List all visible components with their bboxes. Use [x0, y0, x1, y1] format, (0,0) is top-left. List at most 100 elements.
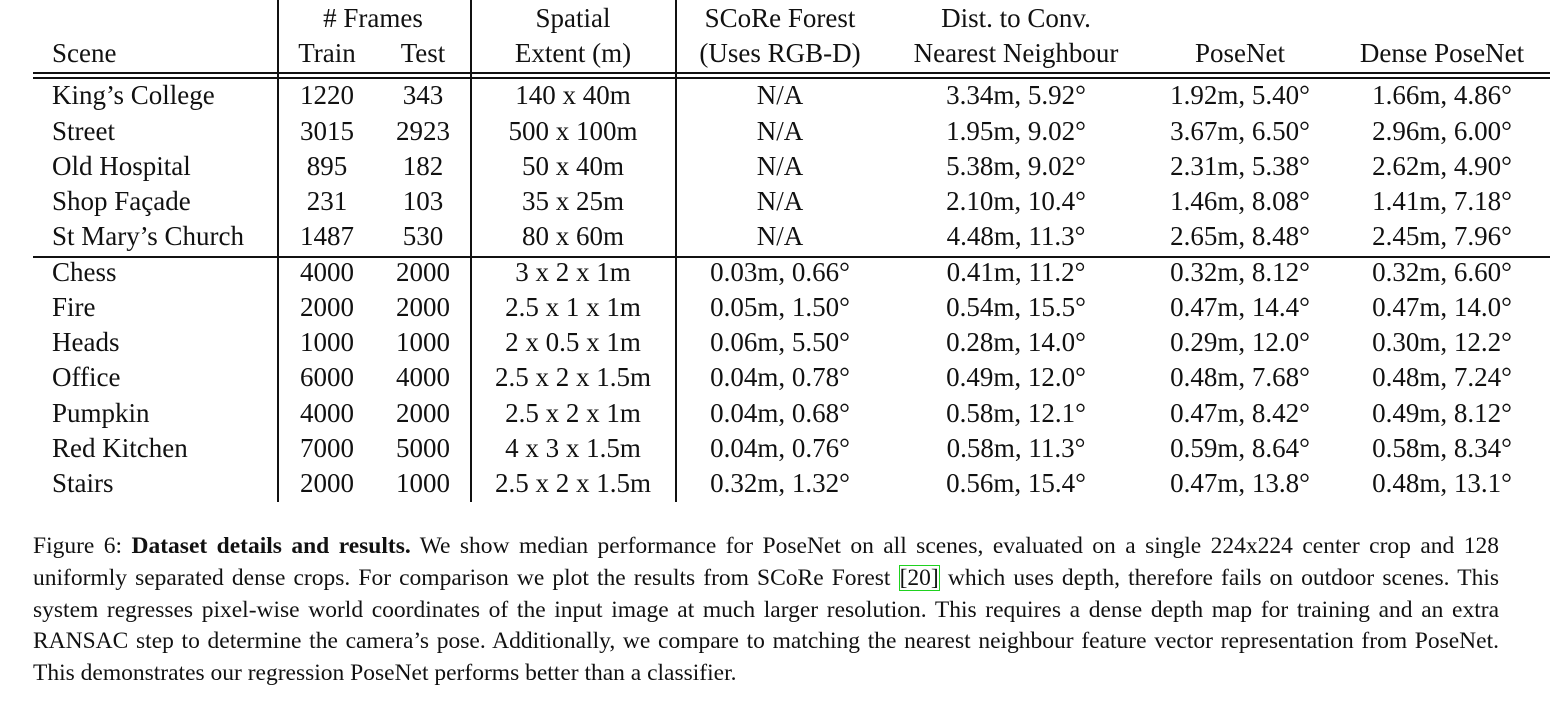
cell-extent: 2 x 0.5 x 1m	[505, 327, 641, 357]
cell-score: 0.04m, 0.68°	[710, 398, 850, 428]
cell-score: 0.03m, 0.66°	[710, 257, 850, 287]
caption-text-continued: which uses depth, therefore fails on out…	[33, 564, 1500, 687]
cell-extent: 2.5 x 2 x 1.5m	[494, 362, 652, 392]
cell-test: 5000	[396, 433, 450, 463]
cell-posenet: 2.31m, 5.38°	[1170, 151, 1310, 181]
cell-score: 0.05m, 1.50°	[710, 292, 850, 322]
cell-extent: 4 x 3 x 1.5m	[505, 433, 641, 463]
cell-scene: Old Hospital	[52, 151, 191, 181]
header-frames-group: # Frames	[323, 3, 423, 33]
cell-score: N/A	[756, 221, 804, 251]
cell-nearest-neighbour: 1.95m, 9.02°	[946, 116, 1086, 146]
cell-posenet: 0.47m, 13.8°	[1170, 468, 1310, 498]
cell-nearest-neighbour: 3.34m, 5.92°	[946, 80, 1086, 110]
cell-posenet: 2.65m, 8.48°	[1170, 221, 1310, 251]
cell-scene: Street	[52, 116, 115, 146]
cell-train: 231	[306, 186, 348, 216]
cell-scene: Shop Façade	[52, 186, 191, 216]
cell-test: 2000	[396, 257, 450, 287]
cell-test: 1000	[396, 327, 450, 357]
header-test: Test	[400, 38, 446, 68]
cell-train: 4000	[300, 257, 354, 287]
cell-score: 0.06m, 5.50°	[710, 327, 850, 357]
cell-posenet: 0.48m, 7.68°	[1170, 362, 1310, 392]
cell-nearest-neighbour: 2.10m, 10.4°	[946, 186, 1086, 216]
cell-train: 6000	[300, 362, 354, 392]
cell-dense-posenet: 0.48m, 7.24°	[1372, 362, 1512, 392]
header-train: Train	[298, 38, 356, 68]
cell-scene: St Mary’s Church	[52, 221, 244, 251]
cell-extent: 2.5 x 1 x 1m	[505, 292, 641, 322]
cell-test: 103	[402, 186, 444, 216]
header-nn-line1: Dist. to Conv.	[941, 3, 1091, 33]
column-divider-extent	[675, 0, 677, 502]
cell-score: 0.04m, 0.76°	[710, 433, 850, 463]
cell-test: 343	[402, 80, 444, 110]
header-rule-top	[33, 72, 1550, 74]
cell-train: 4000	[300, 398, 354, 428]
cell-nearest-neighbour: 0.41m, 11.2°	[946, 257, 1086, 287]
cell-nearest-neighbour: 4.48m, 11.3°	[946, 221, 1086, 251]
results-table: # Frames Spatial SCoRe Forest Dist. to C…	[33, 0, 1550, 502]
cell-train: 3015	[300, 116, 354, 146]
cell-nearest-neighbour: 5.38m, 9.02°	[946, 151, 1086, 181]
citation-link[interactable]: [20]	[898, 564, 940, 591]
cell-dense-posenet: 0.32m, 6.60°	[1372, 257, 1512, 287]
column-divider-scene	[277, 0, 279, 502]
cell-train: 1487	[300, 221, 354, 251]
cell-train: 895	[306, 151, 348, 181]
cell-scene: Fire	[52, 292, 96, 322]
header-nn-line2: Nearest Neighbour	[913, 38, 1119, 68]
header-score-line2: (Uses RGB-D)	[699, 38, 861, 68]
cell-test: 4000	[396, 362, 450, 392]
cell-posenet: 0.47m, 14.4°	[1170, 292, 1310, 322]
cell-test: 1000	[396, 468, 450, 498]
cell-train: 2000	[300, 292, 354, 322]
caption-text: We show median performance for PoseNet o…	[33, 533, 1499, 591]
cell-dense-posenet: 2.62m, 4.90°	[1372, 151, 1512, 181]
cell-dense-posenet: 0.47m, 14.0°	[1372, 292, 1512, 322]
cell-dense-posenet: 1.66m, 4.86°	[1372, 80, 1512, 110]
cell-extent: 2.5 x 2 x 1.5m	[494, 468, 652, 498]
cell-dense-posenet: 0.49m, 8.12°	[1372, 398, 1512, 428]
group-separator-rule	[33, 256, 1550, 258]
cell-test: 182	[402, 151, 444, 181]
header-score-line1: SCoRe Forest	[704, 3, 856, 33]
cell-dense-posenet: 1.41m, 7.18°	[1372, 186, 1512, 216]
cell-scene: Chess	[52, 257, 117, 287]
header-rule-bottom	[33, 77, 1550, 79]
cell-extent: 500 x 100m	[508, 116, 638, 146]
cell-nearest-neighbour: 0.56m, 15.4°	[946, 468, 1086, 498]
cell-extent: 35 x 25m	[521, 186, 625, 216]
cell-extent: 3 x 2 x 1m	[515, 257, 631, 287]
cell-posenet: 0.47m, 8.42°	[1170, 398, 1310, 428]
cell-train: 2000	[300, 468, 354, 498]
cell-nearest-neighbour: 0.28m, 14.0°	[946, 327, 1086, 357]
cell-nearest-neighbour: 0.58m, 11.3°	[946, 433, 1086, 463]
cell-score: N/A	[756, 186, 804, 216]
cell-test: 2000	[396, 398, 450, 428]
cell-posenet: 1.92m, 5.40°	[1170, 80, 1310, 110]
cell-extent: 2.5 x 2 x 1m	[505, 398, 641, 428]
cell-test: 2000	[396, 292, 450, 322]
cell-test: 2923	[396, 116, 450, 146]
cell-posenet: 0.29m, 12.0°	[1170, 327, 1310, 357]
cell-score: 0.04m, 0.78°	[710, 362, 850, 392]
figure-caption: Figure 6: Dataset details and results. W…	[33, 531, 1499, 690]
header-posenet: PoseNet	[1195, 38, 1285, 68]
cell-posenet: 1.46m, 8.08°	[1170, 186, 1310, 216]
caption-title: Dataset details and results.	[131, 533, 411, 559]
cell-score: 0.32m, 1.32°	[710, 468, 850, 498]
cell-scene: King’s College	[52, 80, 215, 110]
cell-score: N/A	[756, 151, 804, 181]
cell-nearest-neighbour: 0.49m, 12.0°	[946, 362, 1086, 392]
cell-train: 1000	[300, 327, 354, 357]
cell-dense-posenet: 0.58m, 8.34°	[1372, 433, 1512, 463]
cell-train: 1220	[300, 80, 354, 110]
header-spatial-line1: Spatial	[535, 3, 611, 33]
cell-extent: 140 x 40m	[515, 80, 631, 110]
cell-score: N/A	[756, 80, 804, 110]
cell-test: 530	[402, 221, 444, 251]
cell-dense-posenet: 0.30m, 12.2°	[1372, 327, 1512, 357]
cell-dense-posenet: 2.45m, 7.96°	[1372, 221, 1512, 251]
